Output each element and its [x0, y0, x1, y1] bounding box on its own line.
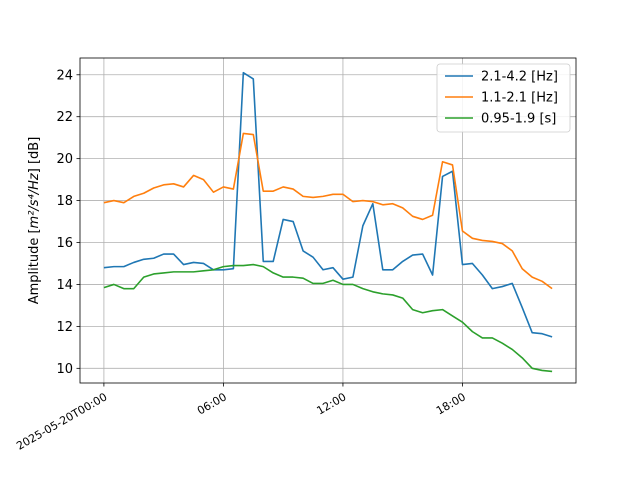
y-tick-label: 18 [56, 194, 73, 209]
y-axis-label-prefix: Amplitude [ [27, 228, 42, 304]
legend-label-1: 2.1-4.2 [Hz] [481, 70, 558, 85]
y-tick-label: 16 [56, 236, 73, 251]
y-tick-label: 10 [56, 362, 73, 377]
series-lines [103, 71, 553, 373]
y-tick-label: 20 [56, 152, 73, 167]
y-tick-label: 12 [56, 320, 73, 335]
series-line-2 [103, 132, 553, 290]
y-tick-label: 24 [56, 68, 73, 83]
y-axis-label-unit: m²/s⁴/Hz [27, 172, 42, 228]
legend-box [436, 63, 571, 133]
legend-label-2: 1.1-2.1 [Hz] [481, 91, 558, 106]
series-line-3 [103, 263, 553, 373]
y-tick-label: 22 [56, 110, 73, 125]
y-axis-label: Amplitude [m²/s⁴/Hz] [dB] [27, 137, 42, 305]
y-tick-label: 14 [56, 278, 73, 293]
series-line-1 [103, 71, 553, 338]
legend: 2.1-4.2 [Hz] 1.1-2.1 [Hz] 0.95-1.9 [s] [436, 63, 571, 133]
plot-frame [79, 57, 577, 384]
grid-lines [80, 58, 576, 383]
y-axis-label-suffix: ] [dB] [27, 137, 42, 174]
legend-label-3: 0.95-1.9 [s] [481, 112, 556, 127]
